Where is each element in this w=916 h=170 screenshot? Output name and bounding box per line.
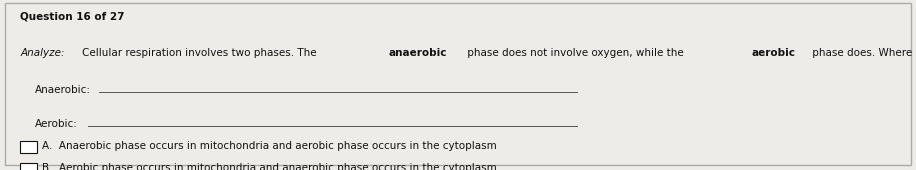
Text: aerobic: aerobic: [752, 48, 796, 58]
Text: Question 16 of 27: Question 16 of 27: [20, 12, 125, 22]
Bar: [20, 163, 37, 170]
Text: B.  Aerobic phase occurs in mitochondria and anaerobic phase occurs in the cytop: B. Aerobic phase occurs in mitochondria …: [42, 163, 496, 170]
Text: phase does. Where does each phase take place? (.5 points): phase does. Where does each phase take p…: [809, 48, 916, 58]
Text: Anaerobic:: Anaerobic:: [35, 85, 91, 95]
Text: phase does not involve oxygen, while the: phase does not involve oxygen, while the: [464, 48, 687, 58]
Text: Analyze:: Analyze:: [20, 48, 68, 58]
Text: Cellular respiration involves two phases. The: Cellular respiration involves two phases…: [82, 48, 320, 58]
Text: A.  Anaerobic phase occurs in mitochondria and aerobic phase occurs in the cytop: A. Anaerobic phase occurs in mitochondri…: [42, 141, 496, 151]
Bar: [20, 141, 37, 153]
Text: anaerobic: anaerobic: [388, 48, 447, 58]
Text: Aerobic:: Aerobic:: [35, 119, 78, 129]
